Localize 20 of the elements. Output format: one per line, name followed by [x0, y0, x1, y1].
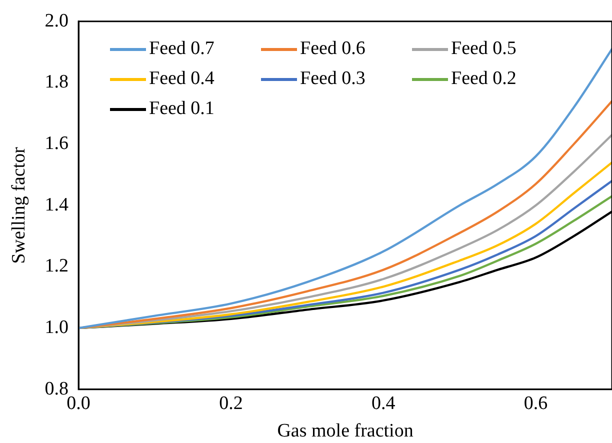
- x-tick-label: 0.2: [219, 392, 243, 414]
- legend-label: Feed 0.1: [149, 98, 214, 120]
- y-tick-label: 1.2: [44, 256, 69, 277]
- legend-label: Feed 0.3: [300, 68, 366, 90]
- y-tick-label: 1.0: [44, 317, 69, 338]
- y-tick-label: 2.0: [44, 10, 69, 32]
- x-tick-label: 0.0: [66, 392, 90, 414]
- x-tick-label: 0.6: [524, 392, 548, 414]
- x-tick-label: 0.4: [372, 392, 396, 414]
- legend-label: Feed 0.4: [149, 68, 214, 90]
- legend-label: Feed 0.2: [451, 68, 516, 90]
- y-tick-label: 1.6: [44, 133, 69, 154]
- y-axis-title: Swelling factor: [8, 146, 30, 264]
- y-tick-label: 0.8: [44, 378, 69, 400]
- x-axis-title: Gas mole fraction: [277, 420, 414, 442]
- legend-label: Feed 0.6: [300, 38, 366, 60]
- y-tick-label: 1.4: [44, 194, 70, 216]
- y-tick-label: 1.8: [44, 72, 69, 93]
- legend-label: Feed 0.5: [451, 38, 516, 60]
- legend-label: Feed 0.7: [149, 38, 214, 60]
